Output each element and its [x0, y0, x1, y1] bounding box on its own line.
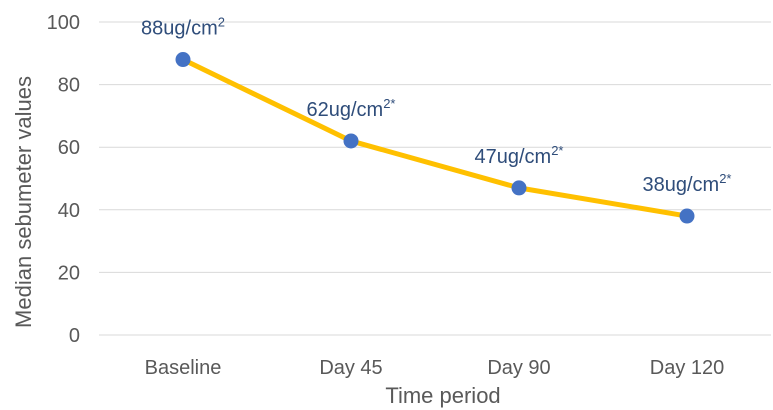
data-label-superscript: 2*	[551, 143, 563, 158]
y-tick-label: 80	[58, 75, 80, 97]
series-layer	[175, 52, 695, 224]
data-label-superscript: 2	[218, 15, 225, 30]
y-tick-label: 100	[47, 12, 80, 34]
x-axis-tick-labels: Baseline Day 45 Day 90 Day 120	[145, 357, 725, 379]
data-point-marker	[679, 208, 695, 224]
data-point-marker	[511, 180, 527, 196]
y-axis-tick-labels: 0 20 40 60 80 100	[47, 12, 80, 347]
y-tick-label: 40	[58, 200, 80, 222]
data-label-value: 88ug/cm	[141, 18, 218, 40]
data-label-superscript: 2*	[719, 171, 731, 186]
data-label-superscript: 2*	[383, 96, 395, 111]
data-label: 88ug/cm2	[141, 15, 225, 40]
y-tick-label: 20	[58, 262, 80, 284]
y-axis-title: Median sebumeter values	[11, 76, 36, 328]
data-label-value: 38ug/cm	[642, 174, 719, 196]
x-axis-title: Time period	[385, 383, 500, 408]
x-tick-label: Baseline	[145, 357, 222, 379]
data-label: 38ug/cm2*	[642, 171, 731, 196]
x-tick-label: Day 90	[487, 357, 550, 379]
gridlines	[99, 21, 771, 336]
data-label: 47ug/cm2*	[474, 143, 563, 168]
data-point-marker	[175, 52, 191, 68]
series-line	[180, 57, 690, 219]
data-label-value: 62ug/cm	[306, 99, 383, 121]
data-label-value: 47ug/cm	[474, 146, 551, 168]
data-label: 62ug/cm2*	[306, 96, 395, 121]
data-point-marker	[343, 133, 359, 149]
y-tick-label: 0	[69, 325, 80, 347]
x-tick-label: Day 120	[650, 357, 725, 379]
y-tick-label: 60	[58, 137, 80, 159]
x-tick-label: Day 45	[319, 357, 382, 379]
